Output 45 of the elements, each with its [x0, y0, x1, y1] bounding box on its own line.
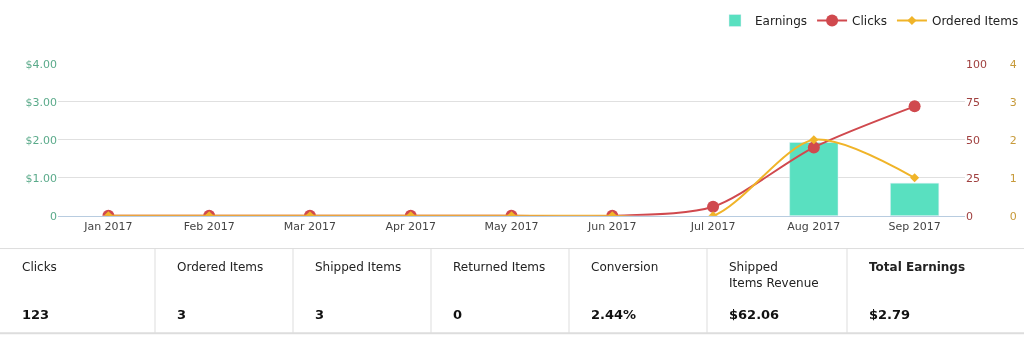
point [809, 135, 819, 145]
point [910, 173, 920, 183]
text: 2.44% [591, 307, 637, 322]
y2-tick-label: 25 [966, 171, 980, 185]
y-tick-label: 0 [50, 209, 57, 223]
x-tick-label: Sep 2017 [888, 220, 941, 234]
y3-tick-label: 2 [1009, 133, 1017, 147]
y-tick-label: $1.00 [25, 171, 57, 185]
text: Ordered Items [177, 260, 264, 274]
legend-label: Earnings [755, 14, 808, 29]
x-tick-label: Feb 2017 [183, 220, 235, 234]
x-tick-label: Aug 2017 [787, 220, 841, 234]
legend-label: Clicks [852, 14, 887, 29]
y-tick-label: $3.00 [25, 95, 57, 109]
y3-tick-label: 3 [1009, 95, 1017, 109]
text: Clicks [22, 260, 57, 274]
y2-tick-label: 100 [966, 57, 987, 71]
x-tick-label: Jan 2017 [83, 220, 133, 234]
x-tick-label: Jun 2017 [586, 220, 637, 234]
text: Shipped Items Revenue [729, 260, 819, 290]
text: Returned Items [453, 260, 546, 274]
x-tick-label: May 2017 [484, 220, 539, 234]
text: Shipped Items [315, 260, 402, 274]
y3-tick-label: 0 [1009, 209, 1017, 223]
text: 3 [315, 307, 325, 322]
text: 3 [177, 307, 187, 322]
y2-tick-label: 50 [966, 133, 980, 147]
y-tick-label: $4.00 [25, 57, 57, 71]
y2-tick-label: 75 [966, 95, 980, 109]
x-tick-label: Mar 2017 [283, 220, 337, 234]
point [807, 141, 820, 154]
x-tick-label: Apr 2017 [385, 220, 436, 234]
x-tick-label: Jul 2017 [689, 220, 736, 234]
text: $2.79 [869, 307, 911, 322]
y-tick-label: $2.00 [25, 133, 57, 147]
text: Total Earnings [869, 260, 966, 274]
text: $62.06 [729, 307, 780, 322]
point [908, 100, 921, 113]
legend-label: Ordered Items [931, 14, 1019, 29]
text: Conversion [591, 260, 659, 274]
text: 0 [453, 307, 463, 322]
y2-tick-label: 0 [966, 209, 973, 223]
y3-tick-label: 1 [1009, 171, 1017, 185]
y3-tick-label: 4 [1009, 57, 1017, 71]
text: 123 [22, 307, 50, 322]
